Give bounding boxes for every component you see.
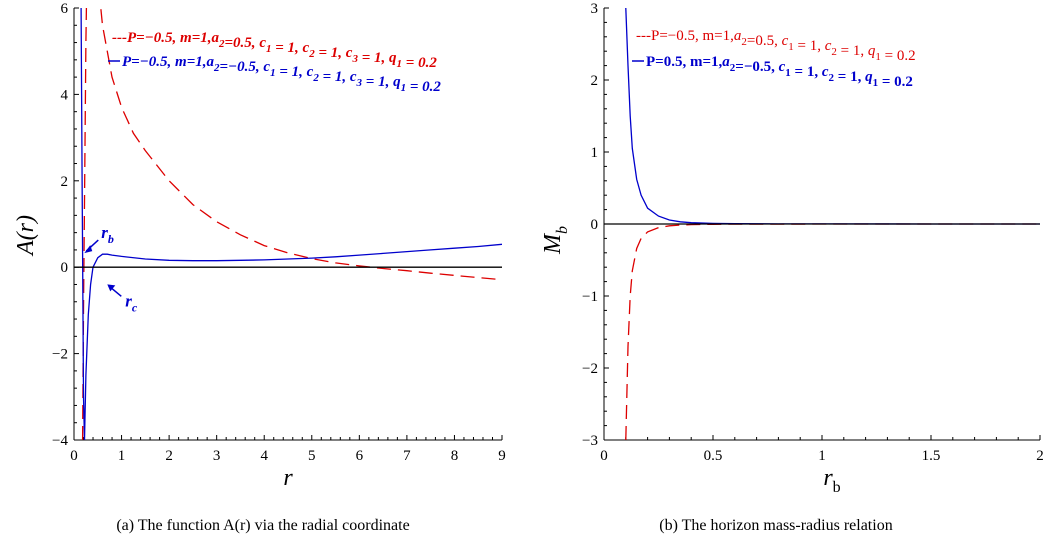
y-tick-label: −1 — [582, 289, 598, 305]
chart-panel-a: 0 1 2 3 4 5 6 7 8 9 −4 −2 0 2 4 6 ---P=−0.5, m=1,a2=0.5,… — [13, 1, 506, 534]
y-axis-label: A(r) — [13, 215, 39, 257]
plot-area — [604, 8, 1040, 440]
legend-entry: P=−0.5, m=1,a2=−0.5, c1 = 1, c2 = 1, c3 … — [122, 54, 441, 95]
figure-caption: (b) The horizon mass-radius relation — [659, 517, 892, 534]
x-tick-label: 2 — [165, 448, 173, 464]
x-tick-label: 9 — [498, 448, 506, 464]
x-tick-label: 8 — [451, 448, 459, 464]
x-tick-label: 5 — [308, 448, 316, 464]
y-tick-label: −2 — [582, 361, 598, 377]
chart-panel-b: 0 0.5 1 1.5 2 −3 −2 −1 0 1 2 3 ---P=−0.5, m=1,a2=0.5… — [540, 1, 1044, 534]
x-axis-label: r — [283, 465, 293, 491]
y-tick-label: 6 — [61, 1, 69, 17]
annotation-label: rc — [125, 291, 138, 314]
y-tick-label: −4 — [52, 433, 68, 449]
x-tick-label: 3 — [213, 448, 221, 464]
legend-entry: ---P=−0.5, m=1,a2=0.5, c1 = 1, c2 = 1, c… — [112, 30, 437, 71]
y-tick-label: 2 — [61, 174, 69, 190]
annotation-arrowhead — [84, 245, 93, 254]
figure-caption: (a) The function A(r) via the radial coo… — [116, 517, 409, 534]
plot-area — [74, 8, 502, 440]
x-tick-label: 1 — [118, 448, 126, 464]
annotation-arrowhead — [107, 284, 116, 292]
y-tick-label: 2 — [591, 73, 599, 89]
y-tick-label: 1 — [591, 145, 599, 161]
y-tick-label: 0 — [61, 260, 69, 276]
annotation-label: rb — [101, 223, 114, 246]
series-line-2 — [80, 8, 502, 440]
x-tick-label: 4 — [260, 448, 268, 464]
y-tick-label: −3 — [582, 433, 598, 449]
x-tick-label: 6 — [356, 448, 364, 464]
y-axis-label: Mb — [540, 226, 571, 255]
x-tick-label: 7 — [403, 448, 411, 464]
y-tick-label: 3 — [591, 1, 599, 17]
x-tick-label: 2 — [1036, 448, 1044, 464]
x-tick-label: 1.5 — [922, 448, 941, 464]
x-tick-label: 0 — [600, 448, 608, 464]
legend-entry: P=0.5, m=1,a2=−0.5, c1 = 1, c2 = 1, q1 =… — [646, 54, 913, 90]
x-tick-label: 0.5 — [704, 448, 723, 464]
x-axis-label: rb — [823, 465, 840, 496]
legend-entry: ---P=−0.5, m=1,a2=0.5, c1 = 1, c2 = 1, q… — [636, 28, 916, 64]
x-tick-label: 1 — [818, 448, 826, 464]
x-tick-label: 0 — [70, 448, 78, 464]
y-tick-label: 0 — [591, 217, 599, 233]
y-tick-label: −2 — [52, 347, 68, 363]
y-tick-label: 4 — [61, 87, 69, 103]
series-line-1 — [625, 223, 1040, 440]
